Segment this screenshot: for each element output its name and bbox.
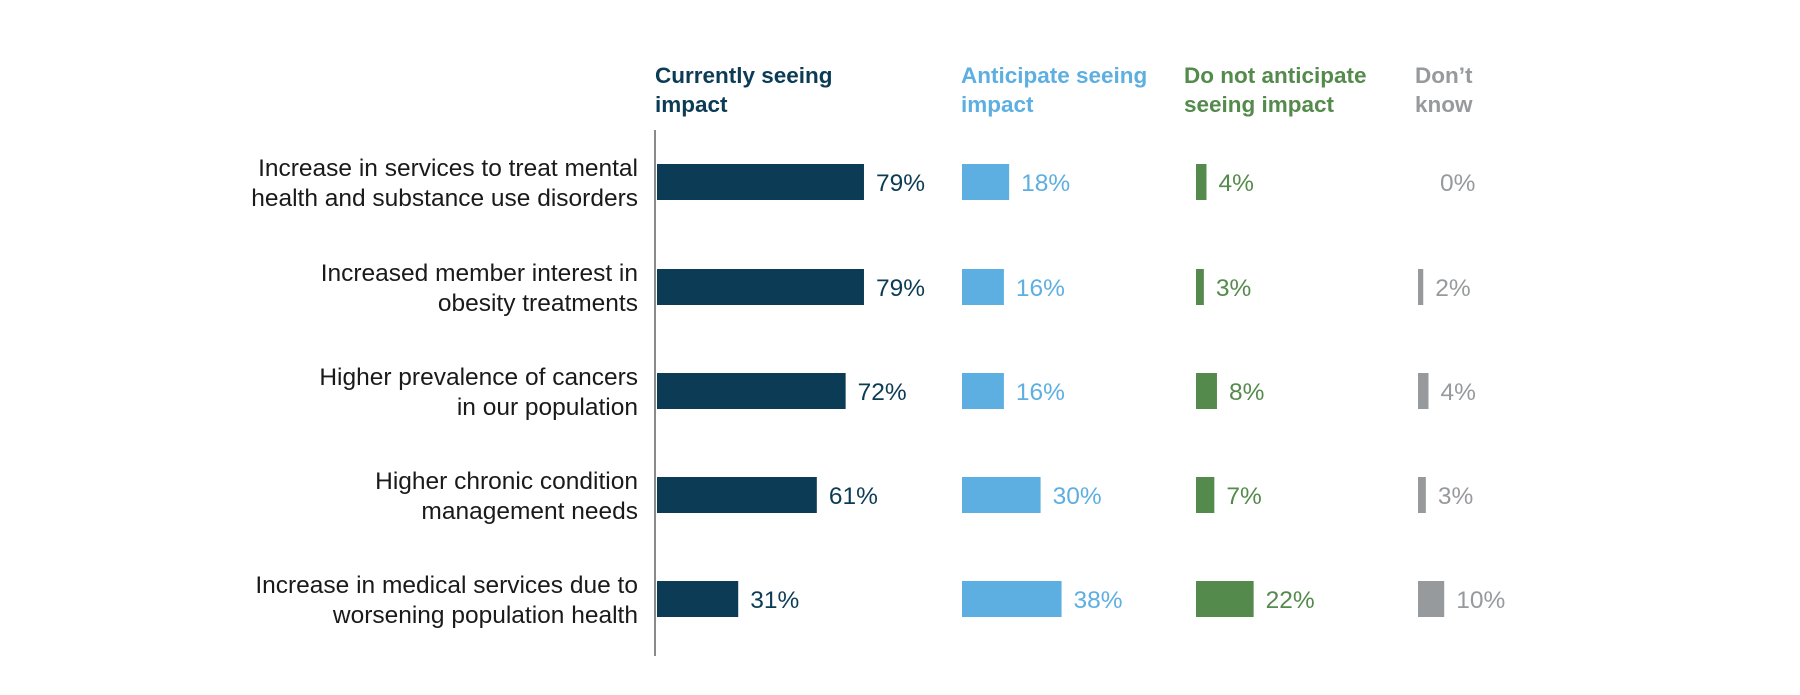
bar-3-2 xyxy=(1196,269,1204,305)
series-header-line: seeing impact xyxy=(1184,92,1335,117)
data-label: 3% xyxy=(1216,275,1251,302)
bar-1-1 xyxy=(657,164,864,200)
bar-1-5 xyxy=(657,581,739,617)
data-label: 38% xyxy=(1074,587,1123,614)
data-label: 7% xyxy=(1226,483,1261,510)
bar-4-4 xyxy=(1418,477,1426,513)
series-header-line: Don’t xyxy=(1415,63,1473,88)
category-label-line: in our population xyxy=(457,394,638,421)
category-label-line: Increase in services to treat mental xyxy=(258,155,638,182)
category-label-line: management needs xyxy=(421,498,638,525)
data-label: 8% xyxy=(1229,379,1264,406)
bar-4-5 xyxy=(1418,581,1445,617)
bar-2-4 xyxy=(962,477,1041,513)
series-header-line: Currently seeing xyxy=(655,63,833,88)
bar-2-5 xyxy=(962,581,1062,617)
series-header-line: impact xyxy=(655,92,728,117)
category-label-line: worsening population health xyxy=(332,602,638,629)
data-label: 79% xyxy=(876,170,925,197)
bar-1-2 xyxy=(657,269,864,305)
category-label: Increase in medical services due to worse… xyxy=(255,572,638,629)
series-header-line: know xyxy=(1415,92,1473,117)
category-label-line: Increase in medical services due to xyxy=(255,572,638,599)
data-label: 4% xyxy=(1218,170,1253,197)
series-header-line: Do not anticipate xyxy=(1184,63,1367,88)
category-label-line: health and substance use disorders xyxy=(251,185,638,212)
bar-4-3 xyxy=(1418,373,1429,409)
category-label: Increased member interest in obesity trea… xyxy=(321,260,638,317)
series-header-line: Anticipate seeing xyxy=(961,63,1147,88)
category-label: Higher chronic condition management needs xyxy=(375,468,638,525)
series-header: Don’t know xyxy=(1415,63,1473,117)
data-label: 61% xyxy=(829,483,878,510)
category-label-line: Higher chronic condition xyxy=(375,468,638,495)
series-header: Currently seeing impact xyxy=(655,63,833,117)
data-label: 79% xyxy=(876,275,925,302)
data-label: 3% xyxy=(1438,483,1473,510)
category-label: Higher prevalence of cancers in our popul… xyxy=(319,364,638,421)
bar-3-4 xyxy=(1196,477,1215,513)
data-label: 4% xyxy=(1440,379,1475,406)
category-label-line: Higher prevalence of cancers xyxy=(319,364,638,391)
series-header: Anticipate seeing impact xyxy=(961,63,1147,117)
bar-3-1 xyxy=(1196,164,1207,200)
data-label: 10% xyxy=(1456,587,1505,614)
category-label-line: Increased member interest in xyxy=(321,260,638,287)
bar-4-2 xyxy=(1418,269,1424,305)
data-label: 22% xyxy=(1266,587,1315,614)
bar-2-1 xyxy=(962,164,1010,200)
bar-1-4 xyxy=(657,477,817,513)
bar-3-5 xyxy=(1196,581,1254,617)
data-label: 30% xyxy=(1053,483,1102,510)
data-label: 18% xyxy=(1021,170,1070,197)
data-label: 0% xyxy=(1440,170,1475,197)
data-label: 16% xyxy=(1016,379,1065,406)
bar-2-3 xyxy=(962,373,1004,409)
data-label: 31% xyxy=(750,587,799,614)
data-label: 2% xyxy=(1435,275,1470,302)
series-header-line: impact xyxy=(961,92,1034,117)
series-header: Do not anticipate seeing impact xyxy=(1184,63,1367,117)
bar-1-3 xyxy=(657,373,846,409)
category-label-line: obesity treatments xyxy=(438,290,638,317)
category-label: Increase in services to treat mental heal… xyxy=(251,155,638,212)
data-label: 16% xyxy=(1016,275,1065,302)
bar-2-2 xyxy=(962,269,1004,305)
bar-3-3 xyxy=(1196,373,1217,409)
data-label: 72% xyxy=(858,379,907,406)
